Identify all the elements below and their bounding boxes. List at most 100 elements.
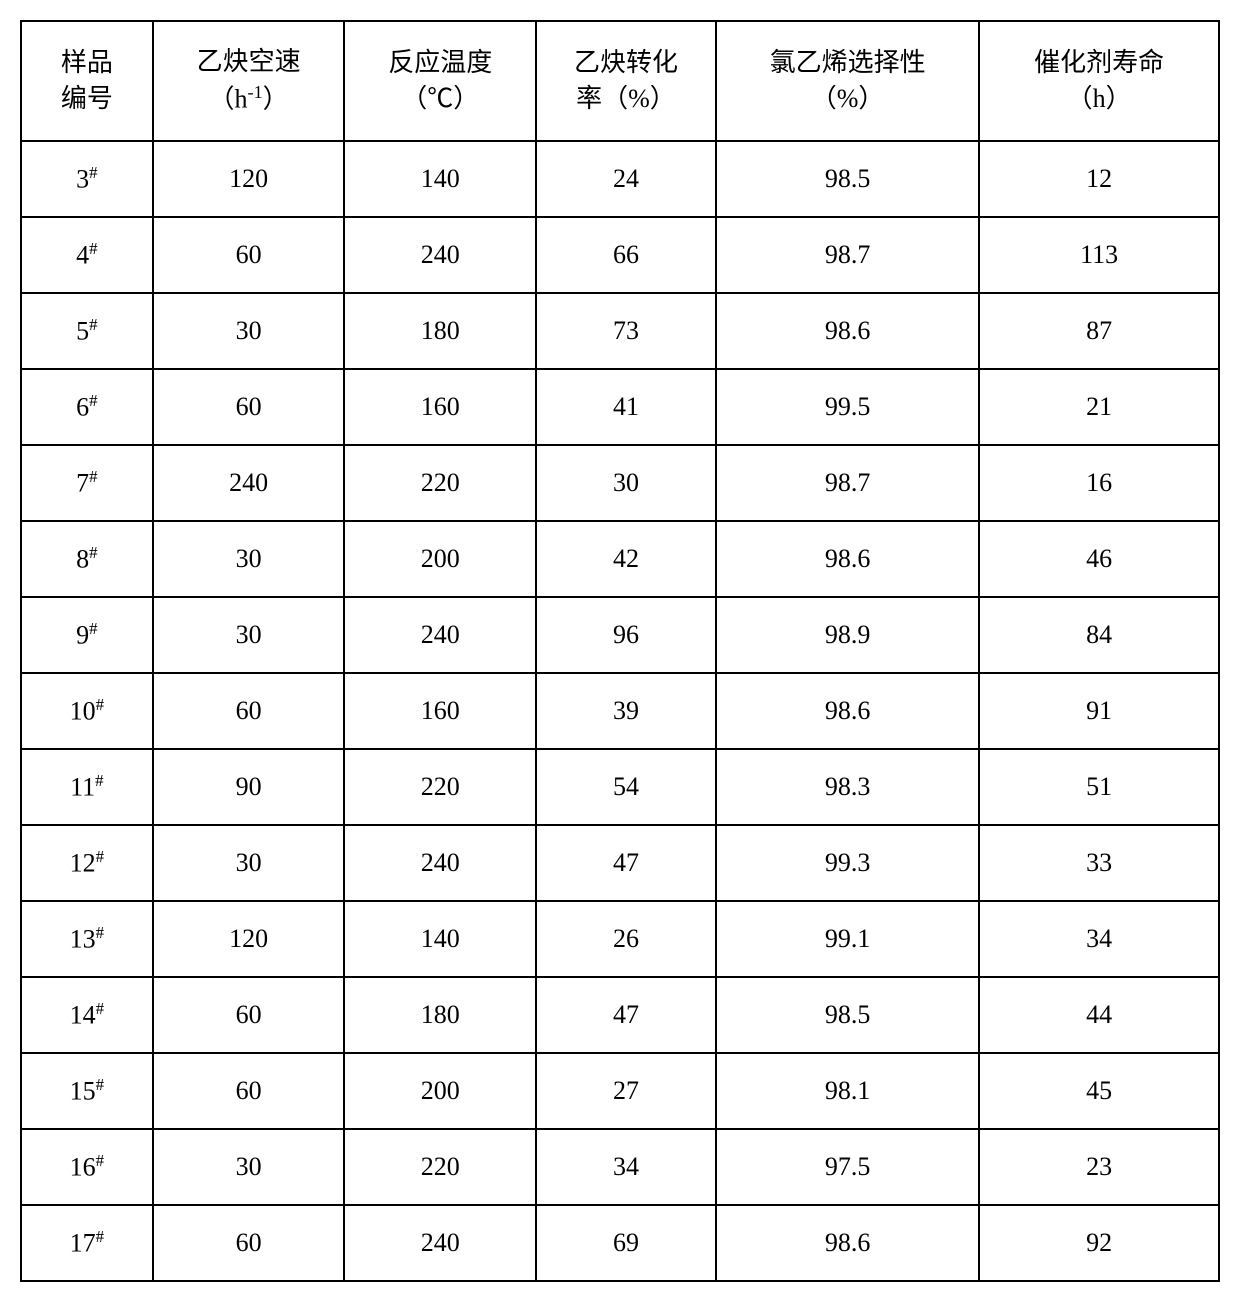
sample-number: 17 xyxy=(70,1229,96,1258)
cell-lifetime: 44 xyxy=(979,977,1219,1053)
table-row: 4#602406698.7113 xyxy=(21,217,1219,293)
cell-selectivity: 98.5 xyxy=(716,977,980,1053)
cell-temperature: 220 xyxy=(344,445,536,521)
cell-selectivity: 98.7 xyxy=(716,445,980,521)
cell-conversion: 41 xyxy=(536,369,716,445)
cell-space-velocity: 120 xyxy=(153,141,345,217)
table-body: 3#1201402498.5124#602406698.71135#301807… xyxy=(21,141,1219,1281)
header-selectivity: 氯乙烯选择性（%） xyxy=(716,21,980,141)
table-row: 5#301807398.687 xyxy=(21,293,1219,369)
cell-temperature: 240 xyxy=(344,825,536,901)
header-sample-id: 样品编号 xyxy=(21,21,153,141)
cell-temperature: 180 xyxy=(344,977,536,1053)
sample-number: 6 xyxy=(76,393,89,422)
cell-sample-id: 12# xyxy=(21,825,153,901)
cell-selectivity: 98.7 xyxy=(716,217,980,293)
cell-space-velocity: 60 xyxy=(153,369,345,445)
cell-space-velocity: 90 xyxy=(153,749,345,825)
cell-conversion: 96 xyxy=(536,597,716,673)
sample-number: 4 xyxy=(76,241,89,270)
cell-temperature: 160 xyxy=(344,369,536,445)
cell-temperature: 220 xyxy=(344,1129,536,1205)
cell-space-velocity: 240 xyxy=(153,445,345,521)
cell-selectivity: 98.6 xyxy=(716,521,980,597)
cell-lifetime: 51 xyxy=(979,749,1219,825)
cell-lifetime: 46 xyxy=(979,521,1219,597)
cell-selectivity: 98.6 xyxy=(716,673,980,749)
cell-lifetime: 12 xyxy=(979,141,1219,217)
cell-temperature: 220 xyxy=(344,749,536,825)
cell-conversion: 30 xyxy=(536,445,716,521)
cell-selectivity: 98.1 xyxy=(716,1053,980,1129)
cell-selectivity: 99.5 xyxy=(716,369,980,445)
cell-space-velocity: 30 xyxy=(153,521,345,597)
cell-sample-id: 9# xyxy=(21,597,153,673)
cell-lifetime: 23 xyxy=(979,1129,1219,1205)
cell-space-velocity: 120 xyxy=(153,901,345,977)
cell-conversion: 47 xyxy=(536,825,716,901)
cell-space-velocity: 30 xyxy=(153,597,345,673)
cell-temperature: 160 xyxy=(344,673,536,749)
cell-selectivity: 98.9 xyxy=(716,597,980,673)
table-row: 11#902205498.351 xyxy=(21,749,1219,825)
cell-selectivity: 99.3 xyxy=(716,825,980,901)
cell-selectivity: 97.5 xyxy=(716,1129,980,1205)
table-row: 16#302203497.523 xyxy=(21,1129,1219,1205)
cell-sample-id: 8# xyxy=(21,521,153,597)
cell-lifetime: 84 xyxy=(979,597,1219,673)
sample-number: 16 xyxy=(70,1153,96,1182)
table-row: 12#302404799.333 xyxy=(21,825,1219,901)
cell-lifetime: 16 xyxy=(979,445,1219,521)
cell-space-velocity: 60 xyxy=(153,217,345,293)
header-lifetime: 催化剂寿命（h） xyxy=(979,21,1219,141)
sample-superscript: # xyxy=(89,315,97,334)
cell-conversion: 39 xyxy=(536,673,716,749)
sample-number: 12 xyxy=(70,849,96,878)
cell-lifetime: 91 xyxy=(979,673,1219,749)
sample-number: 3 xyxy=(76,165,89,194)
table-row: 7#2402203098.716 xyxy=(21,445,1219,521)
sample-superscript: # xyxy=(89,467,97,486)
cell-selectivity: 98.6 xyxy=(716,293,980,369)
cell-lifetime: 92 xyxy=(979,1205,1219,1281)
cell-lifetime: 34 xyxy=(979,901,1219,977)
cell-sample-id: 11# xyxy=(21,749,153,825)
cell-temperature: 180 xyxy=(344,293,536,369)
cell-conversion: 34 xyxy=(536,1129,716,1205)
cell-lifetime: 113 xyxy=(979,217,1219,293)
cell-sample-id: 14# xyxy=(21,977,153,1053)
cell-space-velocity: 60 xyxy=(153,977,345,1053)
cell-conversion: 54 xyxy=(536,749,716,825)
cell-sample-id: 6# xyxy=(21,369,153,445)
cell-lifetime: 45 xyxy=(979,1053,1219,1129)
sample-number: 11 xyxy=(70,773,95,802)
table-header: 样品编号 乙炔空速（h-1） 反应温度（℃） 乙炔转化率（%） 氯乙烯选择性（%… xyxy=(21,21,1219,141)
sample-superscript: # xyxy=(96,847,104,866)
header-space-velocity: 乙炔空速（h-1） xyxy=(153,21,345,141)
sample-superscript: # xyxy=(96,695,104,714)
table-row: 3#1201402498.512 xyxy=(21,141,1219,217)
cell-conversion: 73 xyxy=(536,293,716,369)
sample-number: 15 xyxy=(70,1077,96,1106)
cell-lifetime: 21 xyxy=(979,369,1219,445)
cell-space-velocity: 30 xyxy=(153,293,345,369)
sample-superscript: # xyxy=(89,543,97,562)
cell-space-velocity: 60 xyxy=(153,1205,345,1281)
sample-superscript: # xyxy=(89,619,97,638)
cell-space-velocity: 60 xyxy=(153,1053,345,1129)
sample-superscript: # xyxy=(96,923,104,942)
table-row: 10#601603998.691 xyxy=(21,673,1219,749)
sample-number: 8 xyxy=(76,545,89,574)
cell-lifetime: 33 xyxy=(979,825,1219,901)
cell-sample-id: 10# xyxy=(21,673,153,749)
cell-space-velocity: 60 xyxy=(153,673,345,749)
cell-selectivity: 98.5 xyxy=(716,141,980,217)
cell-conversion: 69 xyxy=(536,1205,716,1281)
cell-temperature: 140 xyxy=(344,141,536,217)
cell-space-velocity: 30 xyxy=(153,825,345,901)
cell-sample-id: 17# xyxy=(21,1205,153,1281)
cell-conversion: 42 xyxy=(536,521,716,597)
cell-selectivity: 98.6 xyxy=(716,1205,980,1281)
cell-temperature: 240 xyxy=(344,1205,536,1281)
sample-superscript: # xyxy=(89,391,97,410)
